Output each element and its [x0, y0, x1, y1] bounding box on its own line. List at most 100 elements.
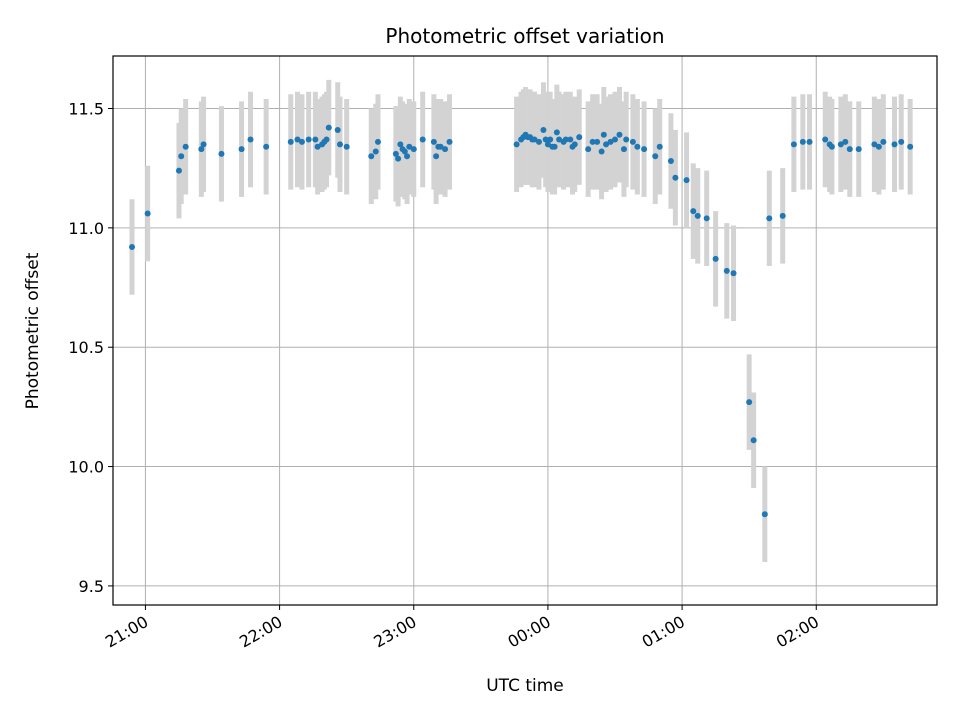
data-point	[694, 212, 701, 219]
data-point	[875, 143, 882, 150]
data-point	[294, 136, 301, 143]
data-point	[263, 143, 270, 150]
data-point	[430, 138, 437, 145]
data-point	[842, 138, 849, 145]
data-point	[562, 136, 569, 143]
data-point	[556, 136, 563, 143]
data-point	[178, 153, 185, 160]
data-point	[598, 148, 605, 155]
data-point	[446, 138, 453, 145]
data-point	[846, 146, 853, 153]
y-tick-label: 9.5	[79, 577, 104, 596]
data-point	[433, 153, 440, 160]
data-point	[314, 143, 321, 150]
data-point	[623, 136, 630, 143]
data-point	[585, 146, 592, 153]
data-point	[298, 138, 305, 145]
data-point	[822, 136, 829, 143]
data-point	[325, 124, 332, 131]
data-point	[667, 158, 674, 165]
data-point	[312, 136, 319, 143]
data-point	[544, 141, 551, 148]
data-point	[898, 138, 905, 145]
data-point	[616, 131, 623, 138]
data-point	[567, 136, 574, 143]
data-point	[410, 146, 417, 153]
data-point	[336, 141, 343, 148]
data-point	[442, 146, 449, 153]
data-point	[247, 136, 254, 143]
data-points	[129, 124, 914, 518]
data-point	[672, 174, 679, 181]
data-point	[766, 215, 773, 222]
data-point	[634, 143, 641, 150]
data-point	[305, 136, 312, 143]
data-point	[790, 141, 797, 148]
data-point	[513, 141, 520, 148]
data-point	[144, 210, 151, 217]
data-point	[891, 141, 898, 148]
data-point	[723, 267, 730, 274]
data-point	[761, 511, 768, 518]
data-point	[343, 143, 350, 150]
data-point	[880, 138, 887, 145]
data-point	[656, 143, 663, 150]
chart-title: Photometric offset variation	[385, 24, 664, 48]
y-tick-label: 11.5	[68, 100, 104, 119]
data-point	[594, 138, 601, 145]
data-point	[535, 138, 542, 145]
data-point	[368, 153, 375, 160]
data-point	[182, 143, 189, 150]
data-point	[334, 126, 341, 133]
data-point	[641, 146, 648, 153]
data-point	[612, 136, 619, 143]
data-point	[372, 148, 379, 155]
data-point	[730, 270, 737, 277]
data-point	[703, 215, 710, 222]
data-point	[395, 155, 402, 162]
data-point	[600, 131, 607, 138]
data-point	[129, 243, 136, 250]
y-axis-label: Photometric offset	[23, 252, 43, 409]
data-point	[750, 437, 757, 444]
y-tick-label: 11.0	[68, 219, 104, 238]
data-point	[531, 136, 538, 143]
data-point	[806, 138, 813, 145]
data-point	[690, 208, 697, 215]
data-point	[198, 146, 205, 153]
data-point	[419, 136, 426, 143]
data-point	[287, 138, 294, 145]
data-point	[712, 255, 719, 262]
data-point	[218, 150, 225, 157]
data-point	[238, 146, 245, 153]
data-point	[683, 177, 690, 184]
data-point	[603, 141, 610, 148]
data-point	[542, 136, 549, 143]
y-tick-label: 10.0	[68, 458, 104, 477]
data-point	[374, 138, 381, 145]
data-point	[547, 136, 554, 143]
data-point	[392, 150, 399, 157]
data-point	[404, 153, 411, 160]
data-point	[828, 143, 835, 150]
data-point	[200, 141, 207, 148]
data-point	[571, 141, 578, 148]
data-point	[401, 148, 408, 155]
plot-frame	[112, 55, 938, 606]
data-point	[629, 138, 636, 145]
data-point	[576, 134, 583, 141]
data-point	[607, 138, 614, 145]
data-point	[779, 212, 786, 219]
y-tick-label: 10.5	[68, 338, 104, 357]
data-point	[406, 143, 413, 150]
data-point	[746, 399, 753, 406]
data-point	[397, 141, 404, 148]
data-point	[589, 138, 596, 145]
data-point	[540, 126, 547, 133]
data-point	[437, 143, 444, 150]
data-point	[837, 141, 844, 148]
data-point	[323, 136, 330, 143]
data-point	[907, 143, 914, 150]
